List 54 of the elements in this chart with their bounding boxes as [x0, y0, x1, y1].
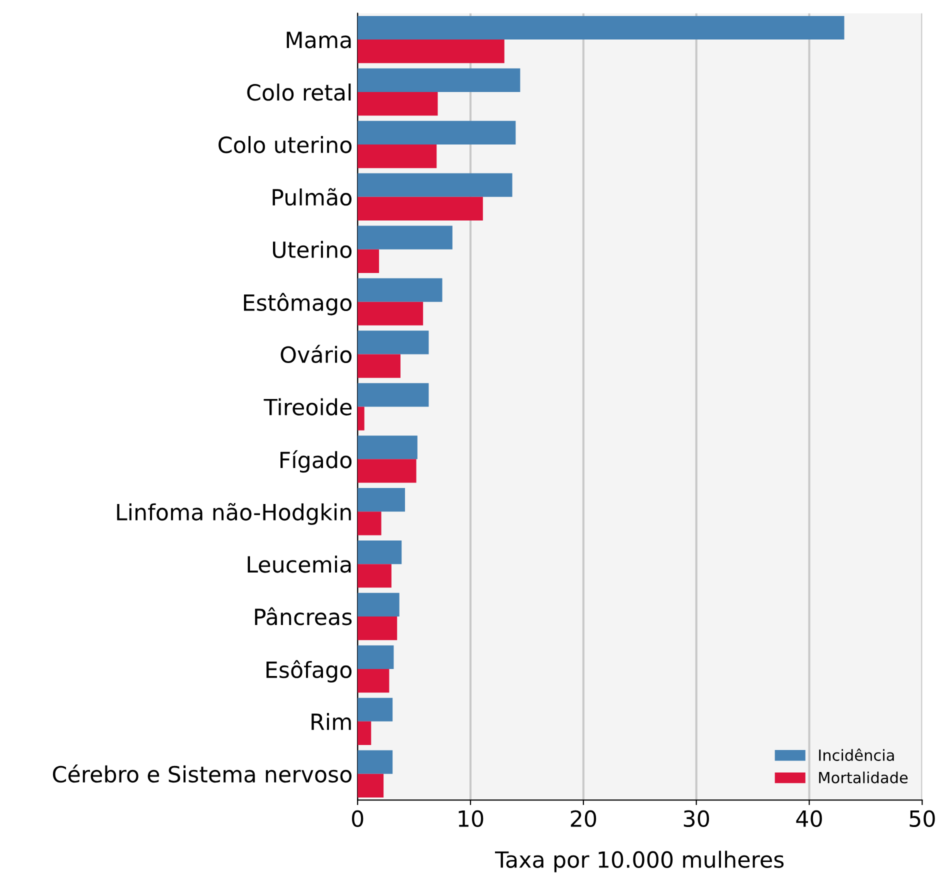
y-tick-label: Pulmão	[272, 188, 352, 206]
bar	[358, 173, 512, 197]
bar	[358, 249, 380, 273]
bar	[358, 406, 364, 430]
bar	[358, 92, 438, 116]
bar	[358, 354, 400, 378]
y-tick-label: Tireoide	[264, 398, 352, 416]
y-tick-label: Linfoma não-Hodgkin	[117, 502, 351, 525]
bar	[358, 226, 452, 250]
bar	[358, 68, 520, 92]
y-tick-label: Ovário	[280, 344, 352, 364]
y-tick-label: Leucemia	[248, 556, 351, 573]
bar	[358, 436, 418, 460]
x-tick-label: 0	[352, 810, 364, 828]
y-tick-label: Pâncreas	[255, 607, 352, 626]
bar	[358, 721, 372, 746]
bar	[358, 40, 504, 64]
bar	[358, 120, 516, 144]
bar	[358, 564, 392, 588]
bar	[358, 645, 394, 669]
bar	[358, 592, 400, 617]
y-tick-label: Uterino	[273, 240, 352, 258]
bar	[358, 196, 483, 221]
bar	[358, 616, 398, 640]
legend-label: Mortalidade	[819, 772, 908, 784]
x-axis-title: Taxa por 10.000 mulheres	[495, 850, 784, 872]
bar	[358, 540, 402, 564]
bar	[358, 459, 416, 483]
x-tick-label: 20	[570, 810, 596, 828]
bar	[358, 774, 384, 798]
bar	[358, 330, 429, 354]
y-tick-label: Mama	[286, 32, 351, 48]
bar	[358, 750, 393, 774]
y-tick-label: Esôfago	[266, 660, 352, 682]
bar	[358, 488, 406, 512]
bar	[358, 698, 393, 722]
legend-label: Incidência	[819, 748, 894, 761]
x-tick-label: 30	[684, 810, 710, 828]
bar	[358, 383, 429, 407]
x-tick-label: 40	[796, 810, 822, 828]
bar	[358, 16, 844, 40]
bar	[358, 668, 390, 693]
y-tick-label: Colo retal	[247, 84, 351, 101]
y-tick-label: Colo uterino	[218, 136, 352, 154]
y-tick-label: Rim	[312, 712, 351, 730]
y-tick-label: Cérebro e Sistema nervoso	[52, 764, 352, 783]
bar	[358, 144, 437, 168]
x-tick-label: 50	[910, 810, 935, 828]
y-tick-label: Fígado	[280, 450, 352, 473]
bar	[358, 512, 382, 536]
bar	[358, 278, 442, 302]
x-tick-label: 10	[458, 810, 484, 828]
y-tick-label: Estômago	[244, 292, 352, 316]
bar	[358, 302, 424, 326]
